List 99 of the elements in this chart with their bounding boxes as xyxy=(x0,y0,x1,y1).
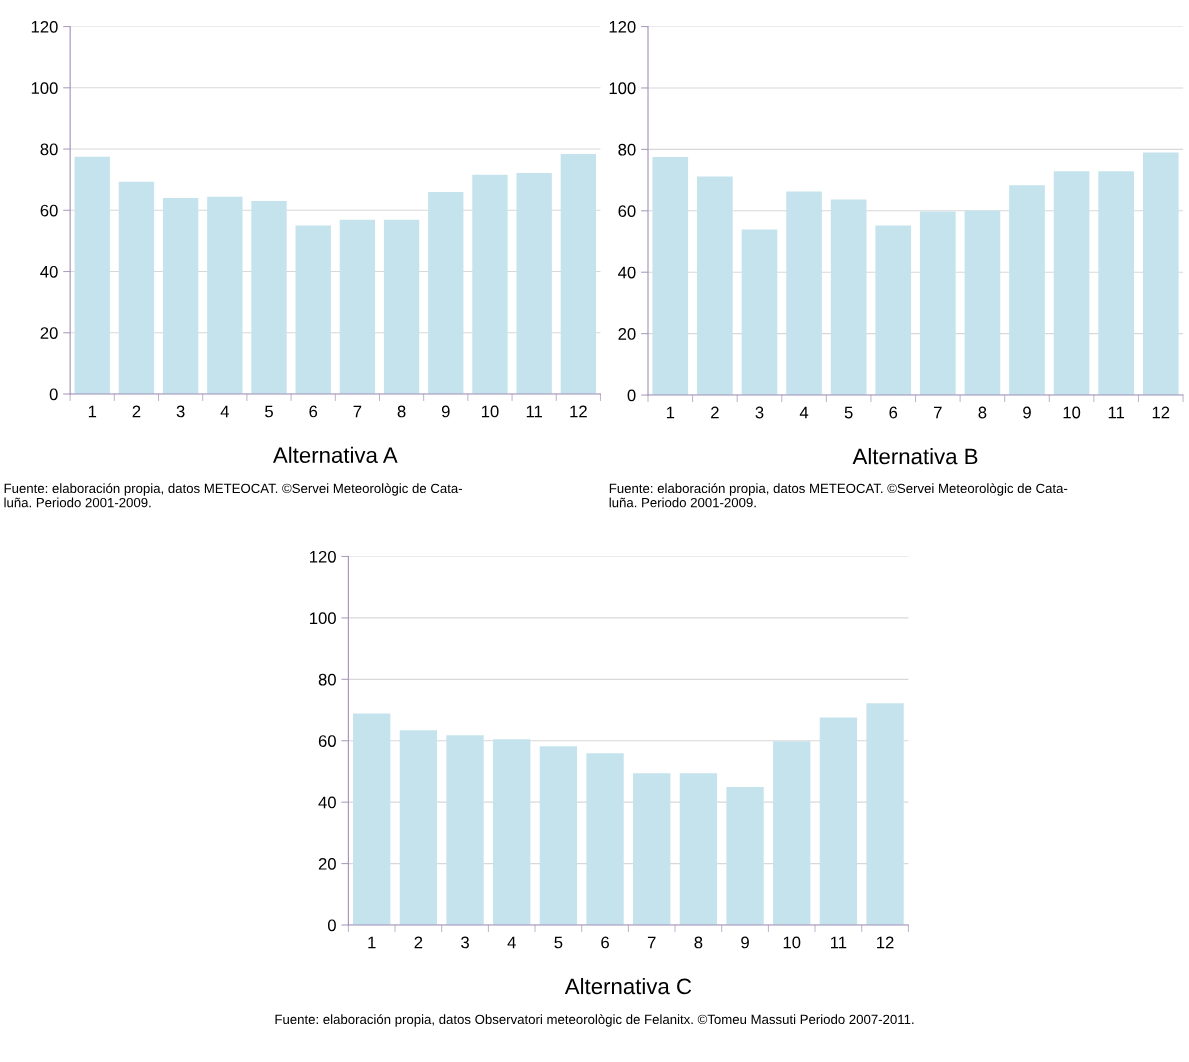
x-tick-label: 11 xyxy=(1108,406,1125,419)
x-tick-label: 10 xyxy=(481,405,499,418)
x-tick-label: 3 xyxy=(755,406,764,419)
x-tick-label: 11 xyxy=(526,405,542,418)
y-tick-label: 60 xyxy=(318,735,336,747)
y-tick-label: 20 xyxy=(618,328,636,340)
x-tick-label: 2 xyxy=(711,406,719,419)
bar xyxy=(472,174,508,394)
bar xyxy=(516,172,552,394)
x-tick-label: 1 xyxy=(88,405,97,418)
x-tick-label: 8 xyxy=(694,936,703,949)
x-tick-label: 10 xyxy=(783,936,801,949)
x-tick-label: 12 xyxy=(877,936,894,949)
bar xyxy=(560,153,597,394)
y-tick-label: 100 xyxy=(609,82,636,95)
x-tick-label: 4 xyxy=(799,406,809,419)
y-tick-label: 0 xyxy=(627,389,636,402)
bar xyxy=(1098,171,1135,396)
x-tick-label: 2 xyxy=(414,936,423,949)
y-tick-label: 40 xyxy=(318,796,336,809)
y-tick-label: 60 xyxy=(40,204,58,217)
x-tick-label: 10 xyxy=(1063,406,1081,419)
bar xyxy=(964,210,1001,396)
bar xyxy=(773,741,811,925)
x-tick-label: 12 xyxy=(1152,406,1170,419)
x-tick-label: 5 xyxy=(554,936,563,949)
bar xyxy=(586,753,624,925)
bar xyxy=(1142,152,1179,396)
y-tick-label: 20 xyxy=(40,327,58,339)
x-tick-label: 3 xyxy=(176,405,185,418)
bar xyxy=(383,219,420,394)
x-tick-label: 9 xyxy=(741,936,749,949)
x-tick-label: 4 xyxy=(507,936,516,949)
bar xyxy=(162,198,199,394)
x-tick-label: 7 xyxy=(934,406,942,419)
y-tick-label: 40 xyxy=(618,266,636,279)
y-tick-label: 20 xyxy=(318,857,336,870)
y-tick-label: 100 xyxy=(310,612,336,625)
text: Alternativa A xyxy=(272,446,398,464)
x-tick-label: 11 xyxy=(831,936,847,949)
y-tick-label: 120 xyxy=(31,20,58,33)
bar xyxy=(118,181,155,394)
x-tick-label: 4 xyxy=(220,405,229,418)
x-tick-label: 9 xyxy=(441,405,450,418)
bar xyxy=(251,201,287,394)
bar xyxy=(875,225,912,396)
bar xyxy=(539,746,578,925)
bar xyxy=(399,730,438,925)
x-tick-label: 9 xyxy=(1023,406,1031,419)
y-tick-label: 0 xyxy=(327,919,336,932)
bar xyxy=(207,196,243,394)
bar xyxy=(339,219,376,394)
x-tick-label: 3 xyxy=(461,936,469,949)
x-tick-label: 2 xyxy=(132,405,141,418)
bar xyxy=(652,157,689,396)
bar xyxy=(830,199,867,396)
x-tick-label: 8 xyxy=(978,406,987,419)
y-tick-label: 80 xyxy=(618,143,636,156)
bar xyxy=(919,211,956,396)
bar xyxy=(1053,171,1090,396)
y-tick-label: 60 xyxy=(618,205,636,218)
bar xyxy=(679,773,718,925)
x-tick-label: 7 xyxy=(647,936,656,949)
x-tick-label: 1 xyxy=(666,406,675,419)
x-tick-label: 5 xyxy=(265,405,273,418)
x-tick-label: 6 xyxy=(889,406,898,419)
y-tick-label: 120 xyxy=(310,550,336,563)
bar xyxy=(866,703,904,925)
bar xyxy=(786,191,822,396)
x-tick-label: 12 xyxy=(570,405,587,418)
x-tick-label: 5 xyxy=(844,406,853,419)
bar xyxy=(295,225,331,394)
bar xyxy=(819,717,858,925)
bar xyxy=(428,191,464,394)
bar xyxy=(446,735,484,925)
y-tick-label: 120 xyxy=(609,20,636,33)
x-tick-label: 8 xyxy=(397,405,406,418)
x-tick-label: 6 xyxy=(309,405,318,418)
bar xyxy=(697,176,733,396)
y-tick-label: 80 xyxy=(318,673,336,686)
y-tick-label: 0 xyxy=(49,388,58,401)
source-note: Fuente: elaboración propia, datos METEOCAT. ©Servei Meteorològic de Cata- luña. Periodo 2001-2009. xyxy=(609,483,1068,508)
bar xyxy=(493,739,531,925)
source-note: Fuente: elaboración propia, datos METEOCAT. ©Servei Meteorològic de Cata- luña. Periodo 2001-2009. xyxy=(4,483,463,508)
text: Alternativa C xyxy=(564,977,692,995)
y-tick-label: 80 xyxy=(40,143,58,156)
bar xyxy=(1009,185,1045,396)
x-tick-label: 7 xyxy=(353,405,362,418)
bar xyxy=(741,229,778,396)
x-tick-label: 1 xyxy=(368,936,376,949)
source-note: Fuente: elaboración propia, datos Observatori meteorològic de Felanitx. ©Tomeu Massuti Periodo 2007-2011. xyxy=(275,1014,914,1027)
bar xyxy=(633,773,671,925)
x-tick-label: 6 xyxy=(601,936,609,949)
bar xyxy=(726,787,764,925)
bar xyxy=(353,713,391,925)
y-tick-label: 40 xyxy=(40,265,58,278)
bar xyxy=(74,156,110,394)
text: Alternativa B xyxy=(852,448,978,465)
y-tick-label: 100 xyxy=(31,82,58,94)
